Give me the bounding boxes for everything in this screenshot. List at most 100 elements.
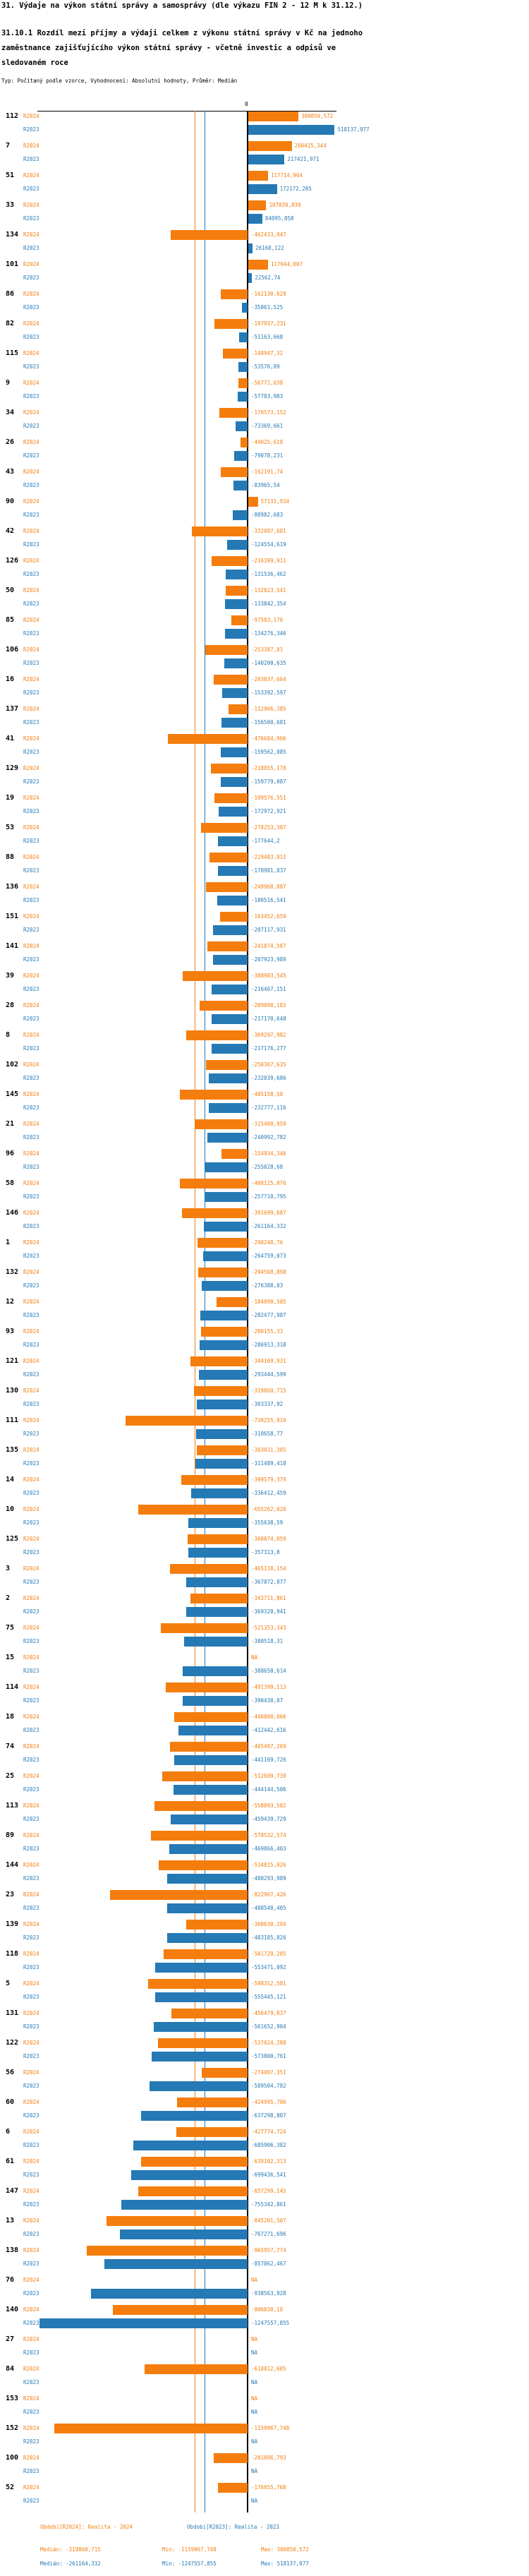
series-label-r2024: R2024 (23, 1832, 39, 1838)
bar-r2023 (204, 1222, 248, 1232)
series-label-r2024: R2024 (23, 202, 39, 208)
bar-r2024 (238, 378, 248, 388)
chart-row: 21 R2024 -315400,959 R2023 -240992,782 (0, 1119, 529, 1149)
series-label-r2024: R2024 (23, 143, 39, 149)
value-label-r2023: -172972,921 (251, 808, 286, 814)
series-label-r2024: R2024 (23, 1565, 39, 1572)
bar-r2023 (205, 1192, 248, 1202)
value-label-r2024: -197937,231 (251, 320, 286, 327)
series-label-r2024: R2024 (23, 1714, 39, 1720)
row-id-label: 14 (6, 1476, 15, 1483)
series-label-r2023: R2023 (23, 2349, 39, 2356)
value-label-r2024: -274007,351 (251, 2069, 286, 2076)
bar-r2023 (188, 1518, 248, 1528)
bar-r2023 (186, 1577, 248, 1587)
bar-r2023 (154, 1992, 248, 2002)
value-label-r2023: NA (251, 2468, 258, 2474)
series-label-r2024: R2024 (23, 2336, 39, 2342)
series-label-r2024: R2024 (23, 1862, 39, 1868)
bar-r2024 (180, 1090, 248, 1100)
series-label-r2023: R2023 (23, 2438, 39, 2445)
bar-r2023 (191, 1488, 248, 1498)
series-label-r2023: R2023 (23, 2231, 39, 2237)
chart-row: 76 R2024 NA R2023 -938563,928 (0, 2275, 529, 2305)
value-label-r2023: -685906,382 (251, 2142, 286, 2148)
value-label-r2023: -35061,525 (251, 304, 284, 311)
value-label-r2023: -124554,619 (251, 541, 286, 548)
bar-r2024 (160, 1623, 248, 1633)
bar-r2024 (214, 675, 248, 685)
row-id-label: 75 (6, 1624, 15, 1632)
bar-r2024 (198, 1268, 248, 1277)
value-label-r2024: -289098,183 (251, 1002, 286, 1009)
series-label-r2023: R2023 (23, 1460, 39, 1467)
bar-r2024 (205, 645, 248, 655)
bar-r2024 (190, 1594, 248, 1603)
value-label-r2024: -216399,911 (251, 558, 286, 564)
bar-r2023 (174, 1755, 248, 1765)
bar-r2024 (222, 349, 248, 359)
row-id-label: 134 (6, 231, 19, 239)
row-id-label: 53 (6, 824, 15, 831)
chart-row: 74 R2024 -465497,269 R2023 -441169,726 (0, 1742, 529, 1771)
row-id-label: 82 (6, 320, 15, 327)
value-label-r2024: -298248,76 (251, 1239, 284, 1246)
bar-r2023 (200, 1340, 248, 1350)
bar-r2024 (86, 2246, 248, 2256)
series-label-r2024: R2024 (23, 1506, 39, 1512)
series-label-r2023: R2023 (23, 2201, 39, 2208)
value-label-r2023: -177644,2 (251, 838, 280, 844)
series-label-r2023: R2023 (23, 1075, 39, 1081)
row-id-label: 2 (6, 1594, 11, 1602)
series-label-r2024: R2024 (23, 854, 39, 860)
chart-row: 60 R2024 -424995,706 R2023 -637298,807 (0, 2097, 529, 2127)
bar-r2023 (248, 243, 253, 253)
value-label-r2023: -286913,318 (251, 1342, 286, 1348)
value-label-r2023: NA (251, 2498, 258, 2504)
series-label-r2023: R2023 (23, 1875, 39, 1882)
value-label-r2024: -465497,269 (251, 1743, 286, 1750)
row-id-label: 144 (6, 1861, 19, 1869)
series-label-r2023: R2023 (23, 601, 39, 607)
value-label-r2023: -483185,826 (251, 1934, 286, 1941)
bar-r2024 (220, 289, 248, 299)
page-title: 31. Výdaje na výkon státní správy a samo… (1, 1, 363, 10)
row-id-label: 153 (6, 2395, 19, 2402)
bar-r2023 (248, 155, 285, 164)
value-label-r2023: -83965,54 (251, 482, 280, 488)
value-label-r2024: -424995,706 (251, 2099, 286, 2105)
value-label-r2023: -207923,989 (251, 956, 286, 963)
row-id-label: 12 (6, 1298, 15, 1306)
value-label-r2024: -199576,551 (251, 795, 286, 801)
bar-r2024 (151, 1831, 248, 1841)
series-label-r2024: R2024 (23, 1447, 39, 1453)
chart-row: 53 R2024 -278253,307 R2023 -177644,2 (0, 823, 529, 853)
row-id-label: 7 (6, 142, 11, 150)
row-id-label: 88 (6, 853, 15, 861)
bar-r2024 (168, 734, 248, 744)
value-label-r2024: NA (251, 2277, 258, 2283)
value-label-r2024: -730255,916 (251, 1417, 286, 1424)
row-id-label: 89 (6, 1831, 15, 1839)
bar-r2023 (217, 866, 248, 876)
value-label-r2024: -154934,346 (251, 1150, 286, 1157)
bar-r2024 (179, 1179, 248, 1188)
series-label-r2024: R2024 (23, 1210, 39, 1216)
series-label-r2023: R2023 (23, 808, 39, 814)
chart-row: 85 R2024 -97583,176 R2023 -134276,346 (0, 615, 529, 645)
bar-r2024 (110, 1890, 248, 1900)
bar-r2023 (226, 540, 248, 550)
value-label-r2024: -845201,507 (251, 2217, 286, 2224)
zero-tick-label: 0 (245, 101, 248, 107)
chart-row: 147 R2024 -657299,145 R2023 -755342,861 (0, 2186, 529, 2216)
series-label-r2024: R2024 (23, 2158, 39, 2165)
series-label-r2024: R2024 (23, 2099, 39, 2105)
chart-row: 96 R2024 -154934,346 R2023 -255028,68 (0, 1149, 529, 1179)
bar-r2023 (238, 332, 248, 342)
bar-r2023 (211, 1044, 248, 1054)
value-label-r2023: -293444,599 (251, 1371, 286, 1378)
chart-row: 102 R2024 -250367,635 R2023 -232039,686 (0, 1060, 529, 1090)
value-label-r2024: -405158,58 (251, 1091, 284, 1097)
value-label-r2024: NA (251, 2336, 258, 2342)
value-label-r2024: -97583,176 (251, 617, 284, 623)
